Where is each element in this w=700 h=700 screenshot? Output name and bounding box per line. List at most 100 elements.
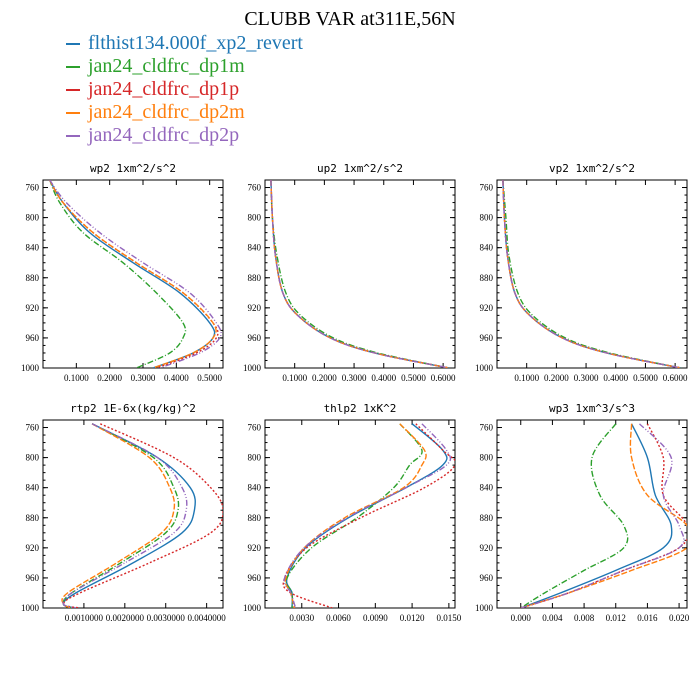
x-tick-label: 0.0010000 xyxy=(65,613,104,623)
series-line xyxy=(285,423,423,608)
panel-5: wp3 1xm^3/s^3 760 800 840 880 920 960 1000 0.000… xyxy=(475,402,690,623)
series-line xyxy=(502,180,682,368)
x-tick-label: 0.012 xyxy=(606,613,626,623)
x-tick-label: 0.4000 xyxy=(371,373,396,383)
legend-item: jan24_cldfrc_dp2p xyxy=(66,124,303,147)
panel-title: rtp2 1E-6x(kg/kg)^2 xyxy=(70,402,196,415)
figure-title: CLUBB VAR at311E,56N xyxy=(244,8,456,30)
series-line xyxy=(520,423,629,608)
y-tick-label: 760 xyxy=(480,183,494,193)
series-line xyxy=(62,423,188,608)
y-tick-label: 920 xyxy=(248,543,262,553)
legend-label: jan24_cldfrc_dp2m xyxy=(88,101,245,123)
y-tick-label: 880 xyxy=(248,273,262,283)
y-tick-label: 1000 xyxy=(21,603,40,613)
y-tick-label: 880 xyxy=(480,513,494,523)
x-tick-label: 0.008 xyxy=(574,613,595,623)
panel-frame xyxy=(42,419,224,609)
legend: flthist134.000f_xp2_revert jan24_cldfrc_d… xyxy=(66,32,303,147)
y-tick-label: 760 xyxy=(480,423,494,433)
y-tick-label: 920 xyxy=(480,543,494,553)
series-line xyxy=(502,180,682,368)
y-tick-label: 1000 xyxy=(21,363,40,373)
y-tick-label: 1000 xyxy=(475,363,494,373)
series-line xyxy=(270,180,450,368)
x-tick-label: 0.4000 xyxy=(164,373,189,383)
y-tick-label: 760 xyxy=(26,183,40,193)
legend-item: jan24_cldfrc_dp1m xyxy=(66,55,303,78)
series-line xyxy=(282,423,455,608)
x-tick-label: 0.0040000 xyxy=(188,613,227,623)
x-tick-label: 0.0030000 xyxy=(147,613,186,623)
panel-title: thlp2 1xK^2 xyxy=(324,402,397,415)
panel-title: wp3 1xm^3/s^3 xyxy=(549,402,635,415)
panel-frame xyxy=(496,419,688,609)
x-tick-label: 0.2000 xyxy=(97,373,122,383)
series-line xyxy=(49,180,219,368)
x-tick-label: 0.016 xyxy=(637,613,658,623)
panel-3: rtp2 1E-6x(kg/kg)^2 760 800 840 880 920 960 100… xyxy=(21,402,226,623)
series-line xyxy=(283,423,452,608)
y-tick-label: 880 xyxy=(480,273,494,283)
legend-label: flthist134.000f_xp2_revert xyxy=(88,32,303,54)
x-tick-label: 0.3000 xyxy=(342,373,367,383)
series-line xyxy=(62,423,196,608)
x-tick-label: 0.1000 xyxy=(514,373,539,383)
x-tick-label: 0.000 xyxy=(511,613,532,623)
x-tick-label: 0.3000 xyxy=(131,373,156,383)
y-tick-label: 960 xyxy=(248,333,262,343)
legend-swatch xyxy=(66,111,80,114)
legend-item: jan24_cldfrc_dp2m xyxy=(66,101,303,124)
y-tick-label: 1000 xyxy=(243,363,262,373)
x-tick-label: 0.0120 xyxy=(400,613,425,623)
y-tick-label: 800 xyxy=(248,213,262,223)
y-tick-label: 920 xyxy=(26,543,40,553)
y-tick-label: 840 xyxy=(480,483,494,493)
series-line xyxy=(49,180,222,368)
legend-label: jan24_cldfrc_dp1p xyxy=(88,78,240,100)
x-tick-label: 0.5000 xyxy=(197,373,222,383)
series-line xyxy=(502,180,682,368)
legend-item: flthist134.000f_xp2_revert xyxy=(66,32,303,55)
y-tick-label: 1000 xyxy=(475,603,494,613)
x-tick-label: 0.6000 xyxy=(663,373,688,383)
x-tick-label: 0.1000 xyxy=(64,373,89,383)
x-tick-label: 0.020 xyxy=(669,613,690,623)
x-tick-label: 0.5000 xyxy=(633,373,658,383)
y-tick-label: 840 xyxy=(26,483,40,493)
y-tick-label: 760 xyxy=(26,423,40,433)
x-tick-label: 0.004 xyxy=(542,613,563,623)
series-line xyxy=(502,180,682,368)
y-tick-label: 920 xyxy=(480,303,494,313)
x-tick-label: 0.4000 xyxy=(603,373,628,383)
x-tick-label: 0.2000 xyxy=(312,373,337,383)
series-line xyxy=(520,423,687,608)
y-tick-label: 840 xyxy=(480,243,494,253)
legend-swatch xyxy=(66,42,80,45)
y-tick-label: 840 xyxy=(248,483,262,493)
x-tick-label: 0.0020000 xyxy=(106,613,145,623)
y-tick-label: 800 xyxy=(26,213,40,223)
x-tick-label: 0.0030 xyxy=(289,613,314,623)
x-tick-label: 0.0150 xyxy=(436,613,461,623)
y-tick-label: 760 xyxy=(248,183,262,193)
y-tick-label: 960 xyxy=(248,573,262,583)
y-tick-label: 920 xyxy=(26,303,40,313)
series-line xyxy=(49,180,187,368)
series-line xyxy=(49,180,216,368)
series-line xyxy=(284,423,427,608)
y-tick-label: 960 xyxy=(480,573,494,583)
series-line xyxy=(62,423,223,608)
legend-label: jan24_cldfrc_dp1m xyxy=(88,55,245,77)
series-line xyxy=(61,423,176,608)
panel-0: wp2 1xm^2/s^2 760 800 840 880 920 960 1000 0.100… xyxy=(21,162,224,383)
legend-swatch xyxy=(66,134,80,137)
x-tick-label: 0.3000 xyxy=(574,373,599,383)
x-tick-label: 0.0090 xyxy=(363,613,388,623)
legend-swatch xyxy=(66,65,80,68)
legend-swatch xyxy=(66,88,80,91)
y-tick-label: 880 xyxy=(248,513,262,523)
panel-frame xyxy=(42,179,224,369)
panel-frame xyxy=(264,179,456,369)
y-tick-label: 760 xyxy=(248,423,262,433)
